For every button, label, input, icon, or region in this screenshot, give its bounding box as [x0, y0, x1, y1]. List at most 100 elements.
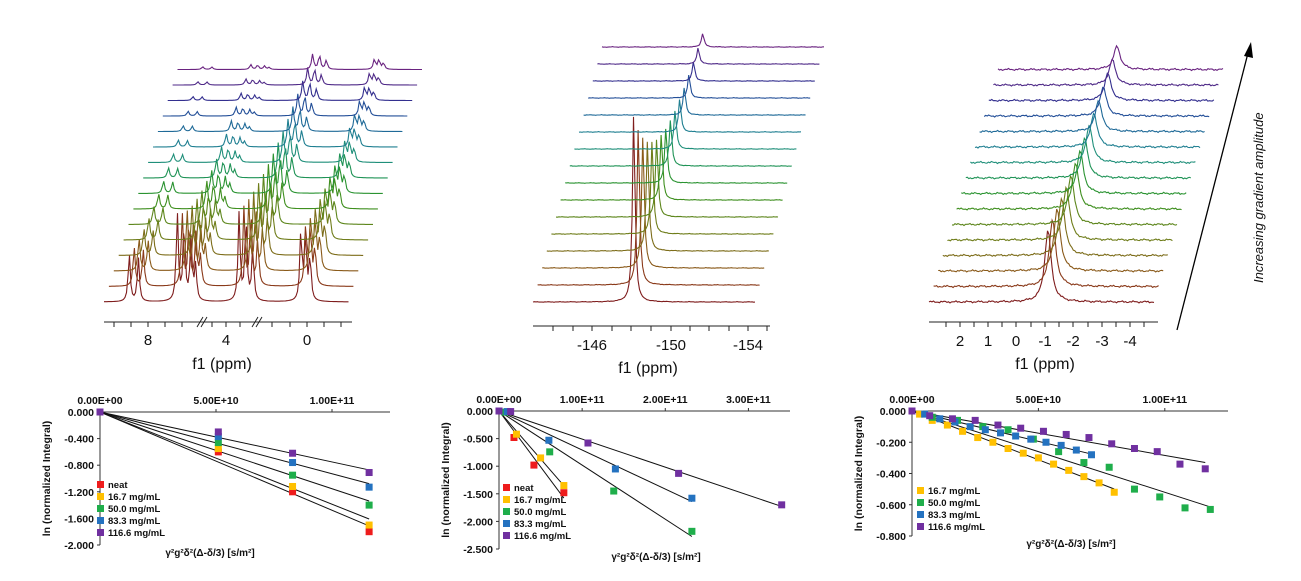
y-tick-label: -1.200 [64, 487, 94, 499]
legend-entry: 83.3 mg/mL [108, 516, 160, 527]
fit-line [99, 411, 370, 485]
diffusion-plot-1: 0.00E+00 5.00E+10 1.00E+11 0.000 -0.400 -0.80… [41, 395, 390, 559]
diffusion-plot-3: 0.00E+00 5.00E+10 1.00E+11 0.000 -0.200 -0.40… [853, 394, 1228, 550]
gradient-annotation: Increasing gradient amplitude [1251, 112, 1266, 283]
legend-entry: 16.7 mg/mL [108, 492, 160, 503]
gradient-arrow-head [1244, 42, 1253, 58]
data-point [495, 407, 503, 415]
data-point [1176, 460, 1184, 468]
data-point [545, 436, 553, 444]
ppm-tick-marks [113, 322, 342, 327]
data-point [948, 415, 956, 423]
legend-swatch [503, 508, 510, 515]
spectrum-trace [167, 80, 413, 102]
y-tick-label: -2.000 [64, 540, 94, 552]
diffusion-plot-2: 0.00E+00 1.00E+11 2.00E+11 3.00E+11 0.000 -0.… [440, 394, 790, 563]
data-point [214, 433, 222, 441]
data-point [214, 445, 222, 453]
data-point [289, 449, 297, 457]
spectrum-trace [542, 137, 765, 269]
data-point [1057, 441, 1065, 449]
data-point [943, 421, 951, 429]
data-point [96, 408, 104, 416]
data-point [688, 494, 696, 502]
y-tick-label: 0.000 [880, 406, 906, 418]
data-point [611, 465, 619, 473]
y-axis-label: ln (normalized Integral) [440, 422, 452, 538]
legend-swatch [503, 496, 510, 503]
spectrum-trace [592, 61, 815, 82]
y-tick-label: 0.000 [467, 406, 493, 418]
spectrum-trace [153, 118, 398, 148]
data-point [1181, 504, 1189, 512]
data-point [996, 429, 1004, 437]
data-point [1072, 446, 1080, 454]
data-point [959, 427, 967, 435]
spectrum-trace [569, 120, 792, 167]
spectrum-trace [162, 93, 408, 117]
data-point [1201, 465, 1209, 473]
y-tick-label: -0.400 [64, 434, 94, 446]
data-point [530, 461, 538, 469]
spectrum-trace [108, 205, 354, 287]
ppm-tick-marks [945, 322, 1145, 327]
spectrum-trace [970, 124, 1196, 165]
data-point [688, 527, 696, 535]
y-tick-label: -0.600 [876, 500, 906, 512]
data-point [214, 439, 222, 447]
fit-line [498, 410, 693, 503]
data-point [584, 439, 592, 447]
data-point [537, 454, 545, 462]
data-point [1153, 448, 1161, 456]
spectrum-trace [956, 162, 1182, 211]
data-point [1085, 434, 1093, 442]
spectrum-trace [128, 173, 373, 225]
legend-entry: 116.6 mg/mL [928, 522, 985, 533]
y-tick-label: -1.600 [64, 513, 94, 525]
x-tick-label: 2.00E+11 [643, 394, 688, 406]
y-tick-label: -0.400 [876, 469, 906, 481]
legend-entry: 83.3 mg/mL [514, 519, 566, 530]
axis-breaks [196, 316, 263, 328]
ppm-tick-label: -4 [1123, 333, 1136, 350]
spectrum-trace [951, 174, 1178, 227]
x-tick-label: 5.00E+10 [193, 395, 238, 407]
data-point [289, 488, 297, 496]
data-point [908, 407, 916, 415]
ppm-tick-label: -1 [1038, 333, 1051, 350]
data-point [966, 423, 974, 431]
data-point [1004, 445, 1012, 452]
y-tick-label: 0.000 [68, 407, 94, 419]
data-point [289, 471, 297, 479]
spectrum-trace [551, 141, 774, 235]
gradient-arrow [1176, 52, 1249, 331]
spectrum-traces [104, 53, 422, 303]
data-point [1050, 460, 1058, 468]
spectrum-trace [172, 67, 418, 86]
spectrum-trace [961, 149, 1187, 196]
data-point [560, 489, 568, 497]
legend-entry: 116.6 mg/mL [108, 528, 165, 539]
data-point [512, 430, 520, 438]
ppm-tick-label: -146 [577, 337, 607, 354]
data-point [921, 410, 929, 418]
x-tick-label: 1.00E+11 [1142, 394, 1187, 406]
data-point [1055, 448, 1063, 456]
fit-line [99, 411, 370, 471]
data-point [1105, 463, 1113, 471]
legend-entry: neat [514, 483, 534, 494]
legend-swatch [917, 499, 924, 506]
x-tick-label: 5.00E+10 [1016, 394, 1061, 406]
spectrum-trace [597, 47, 820, 65]
data-point [560, 482, 568, 490]
ppm-tick-label: -2 [1066, 333, 1079, 350]
x-axis-label: f1 (ppm) [192, 356, 252, 373]
x-tick-label: 1.00E+11 [310, 395, 355, 407]
spectrum-trace [588, 75, 811, 99]
spectrum-trace [601, 33, 825, 48]
ppm-tick-label: 1 [984, 333, 992, 350]
data-point [989, 438, 997, 446]
legend-swatch [503, 484, 510, 491]
data-point [981, 426, 989, 434]
x-axis-label: γ²g²δ²(Δ-δ/3) [s/m²] [611, 552, 700, 563]
